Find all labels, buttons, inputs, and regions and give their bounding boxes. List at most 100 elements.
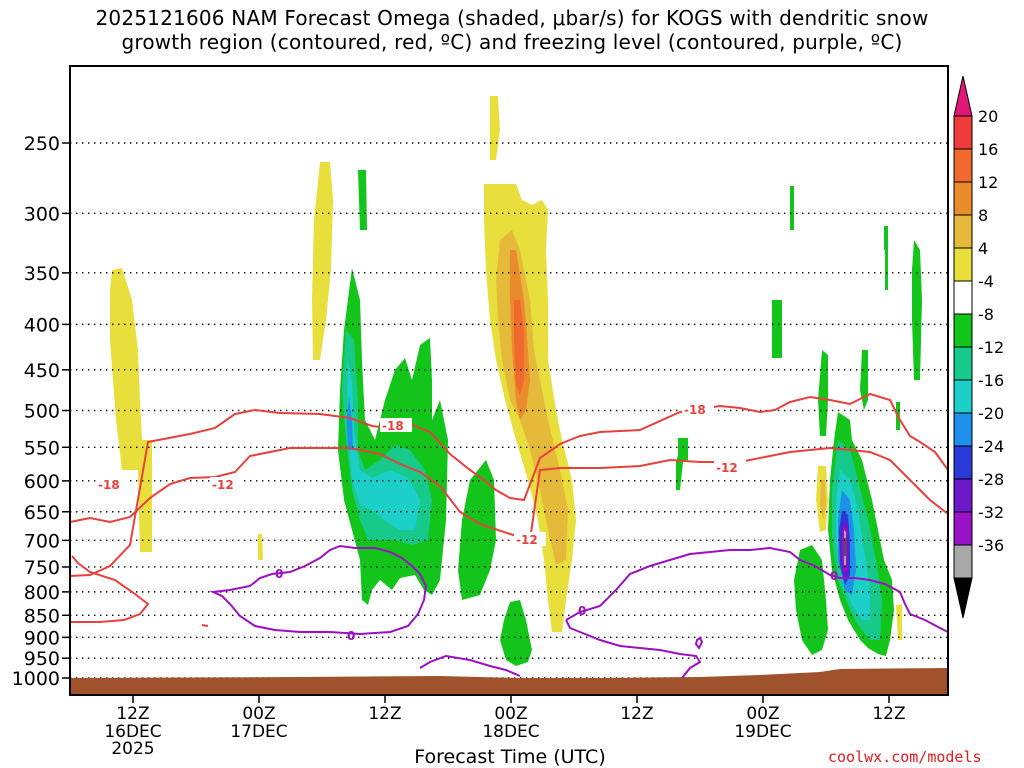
x-tick-label-1: 00Z — [242, 704, 275, 724]
omega-area-sinking-1 — [358, 170, 367, 230]
freezing-level-contours — [209, 544, 949, 679]
dgz-contour-speck — [201, 624, 209, 627]
colorbar-label-0: 20 — [978, 107, 998, 126]
y-tick-label-900: 900 — [24, 627, 60, 649]
omega-area-sinking-7 — [500, 600, 532, 666]
x-tick-label-6: 12Z — [872, 704, 905, 724]
x-tick-label-3: 00Z — [494, 704, 527, 724]
colorbar-bin-6 — [953, 280, 973, 315]
colorbar-bin-12 — [953, 478, 973, 513]
y-tick-label-300: 300 — [24, 203, 60, 225]
x-tick-year-0: 2025 — [111, 739, 154, 759]
omega-shading — [110, 96, 922, 666]
colorbar-label-11: -28 — [978, 470, 1004, 489]
y-tick-label-550: 550 — [24, 437, 60, 459]
omega-area-rising-3 — [312, 162, 333, 360]
omega-area-rising-11 — [896, 605, 902, 640]
colorbar-bin-2 — [953, 148, 973, 183]
omega-area-sinking-11 — [818, 350, 828, 436]
omega-area-rising-4 — [490, 96, 500, 160]
colorbar-bin-8 — [953, 346, 973, 381]
freezing-label-4: 0 — [830, 569, 838, 583]
y-tick-label-350: 350 — [24, 263, 60, 285]
omega-area-rising-2 — [258, 534, 263, 560]
colorbar-bin-13 — [953, 511, 973, 546]
colorbar-label-2: 12 — [978, 173, 998, 192]
dgz-label-6: -12 — [716, 461, 738, 475]
omega-area-sinking-5 — [347, 395, 353, 450]
y-tick-label-1000: 1000 — [12, 668, 60, 690]
dgz-contours — [69, 392, 949, 627]
omega-area-sinking-8 — [676, 438, 688, 490]
dgz-contour-lower — [69, 446, 949, 542]
colorbar-label-10: -24 — [978, 437, 1004, 456]
dgz-label-4: -12 — [212, 478, 234, 492]
x-tick-date-5: 19DEC — [734, 722, 791, 742]
colorbar-label-9: -20 — [978, 404, 1004, 423]
contour-labels: -18 -18 -18 -12 -12 -12 0 0 0 0 — [96, 402, 838, 643]
x-tick-label-5: 00Z — [746, 704, 779, 724]
colorbar-bin-4 — [953, 214, 973, 249]
dgz-label-3: -18 — [684, 403, 706, 417]
colorbar-bin-14 — [953, 544, 973, 579]
y-tick-label-500: 500 — [24, 401, 60, 423]
colorbar-label-5: -4 — [978, 272, 994, 291]
pressure-gridlines — [70, 142, 948, 679]
y-tick-label-600: 600 — [24, 471, 60, 493]
y-tick-label-700: 700 — [24, 530, 60, 552]
y-tick-label-400: 400 — [24, 314, 60, 336]
credit-link[interactable]: coolwx.com/models — [828, 748, 982, 766]
colorbar-bin-15 — [953, 577, 973, 619]
y-tick-label-450: 450 — [24, 360, 60, 382]
colorbar-bin-7 — [953, 313, 973, 348]
colorbar-bin-0 — [953, 75, 973, 117]
freezing-contour-east — [565, 546, 949, 633]
colorbar-label-13: -36 — [978, 536, 1004, 555]
omega-area-sinking-26 — [844, 538, 846, 556]
omega-area-sinking-10 — [772, 300, 782, 358]
colorbar-bin-10 — [953, 412, 973, 447]
y-tick-label-650: 650 — [24, 502, 60, 524]
freezing-contour-loop — [419, 654, 521, 677]
colorbar-bin-11 — [953, 445, 973, 480]
omega-area-sinking-15 — [912, 240, 922, 380]
chart-title-line-2: growth region (contoured, red, ºC) and f… — [121, 30, 903, 54]
x-tick-label-4: 12Z — [620, 704, 653, 724]
dgz-contour-upper — [69, 392, 949, 577]
omega-area-sinking-17 — [794, 545, 828, 655]
colorbar-label-8: -16 — [978, 371, 1004, 390]
colorbar-label-3: 8 — [978, 206, 988, 225]
y-tick-label-800: 800 — [24, 582, 60, 604]
colorbar-bin-1 — [953, 115, 973, 150]
colorbar: 20 16 12 8 4 -4 -8 -12 -16 -20 -24 -28 -32 -36 — [953, 75, 1004, 619]
dgz-label-1: -18 — [98, 478, 120, 492]
omega-area-sinking-4 — [347, 360, 420, 530]
x-tick-date-3: 18DEC — [482, 722, 539, 742]
chart-title: 2025121606 NAM Forecast Omega (shaded, μ… — [0, 6, 1024, 54]
freezing-contour-main — [209, 544, 428, 636]
freezing-label-2: 0 — [347, 629, 355, 643]
colorbar-label-7: -12 — [978, 338, 1004, 357]
freezing-contour-east-lower — [565, 619, 702, 679]
y-tick-label-850: 850 — [24, 605, 60, 627]
colorbar-label-6: -8 — [978, 305, 994, 324]
omega-area-sinking-9 — [790, 186, 794, 230]
freezing-label-1: 0 — [275, 567, 283, 581]
colorbar-bin-5 — [953, 247, 973, 282]
y-tick-label-250: 250 — [24, 133, 60, 155]
omega-area-sinking-6 — [458, 460, 496, 600]
dgz-label-5: -12 — [516, 533, 538, 547]
freezing-contour-small — [694, 636, 704, 650]
x-tick-date-1: 17DEC — [230, 722, 287, 742]
y-tick-label-950: 950 — [24, 648, 60, 670]
colorbar-label-4: 4 — [978, 239, 988, 258]
y-axis: 2503003504004505005506006507007508008509… — [12, 133, 70, 690]
x-axis-title: Forecast Time (UTC) — [414, 746, 606, 768]
colorbar-bin-3 — [953, 181, 973, 216]
y-tick-label-750: 750 — [24, 557, 60, 579]
dgz-label-2: -18 — [382, 419, 404, 433]
colorbar-bin-9 — [953, 379, 973, 414]
colorbar-label-12: -32 — [978, 503, 1004, 522]
